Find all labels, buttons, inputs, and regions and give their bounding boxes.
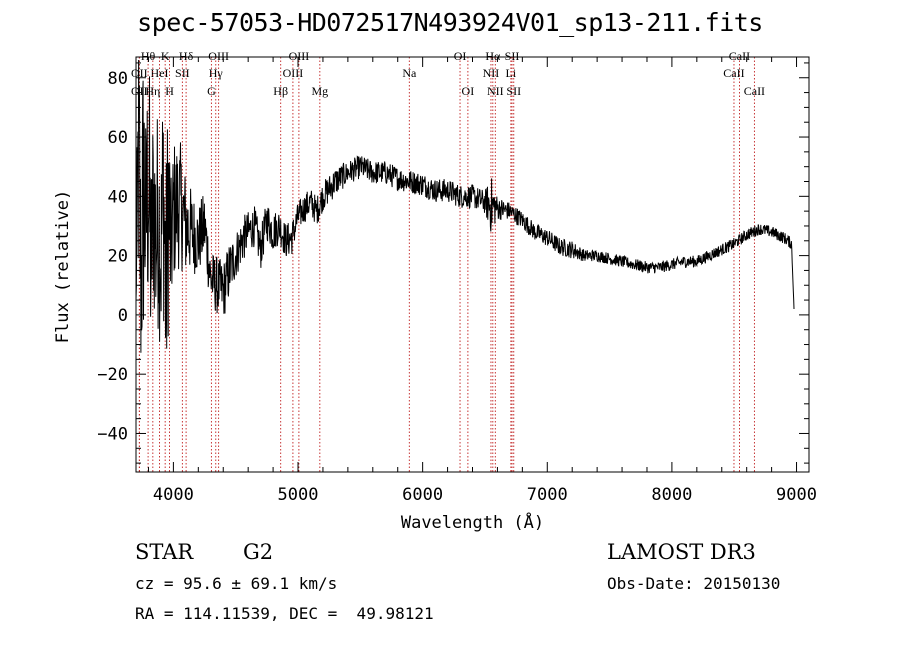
x-tick-label: 4000: [153, 485, 194, 505]
x-axis-label: Wavelength (Å): [401, 511, 544, 533]
line-label-2: Hδ: [179, 49, 194, 63]
line-label-4: OIII: [289, 49, 310, 63]
survey-label: LAMOST DR3: [607, 540, 756, 564]
line-label-21: G: [207, 84, 216, 98]
line-label-26: SII: [506, 84, 521, 98]
chart-title: spec-57053-HD072517N493924V01_sp13-211.f…: [137, 8, 763, 37]
object-subclass: G2: [243, 540, 274, 564]
line-label-11: SII: [175, 66, 190, 80]
line-label-0: Hθ: [141, 49, 156, 63]
x-tick-label: 7000: [527, 485, 568, 505]
obs-date-text: Obs-Date: 20150130: [607, 574, 781, 593]
line-label-25: NII: [487, 84, 504, 98]
line-label-16: Li: [506, 66, 517, 80]
y-tick-label: 80: [108, 69, 128, 89]
x-tick-label: 8000: [651, 485, 692, 505]
line-label-15: NII: [483, 66, 500, 80]
line-label-3: OIII: [208, 49, 229, 63]
line-label-8: CaII: [729, 49, 750, 63]
redshift-text: cz = 95.6 ± 69.1 km/s: [135, 574, 338, 593]
x-tick-label: 5000: [278, 485, 319, 505]
object-class: STAR: [135, 540, 194, 564]
y-tick-label: 40: [108, 187, 128, 207]
y-tick-label: 60: [108, 128, 128, 148]
y-axis-label: Flux (relative): [53, 190, 73, 344]
line-label-12: Hγ: [209, 66, 224, 80]
series-layer: [135, 59, 795, 353]
y-tick-label: −40: [97, 424, 128, 444]
line-label-9: OII: [131, 66, 148, 80]
y-tick-label: 0: [118, 306, 128, 326]
spectrum-line-0: [135, 59, 795, 353]
x-tick-label: 9000: [776, 485, 817, 505]
axes-layer: 4000 5000 6000 7000 8000 9000 −40 −20 0 20 40 60 80 W…: [53, 56, 817, 533]
line-label-7: SII: [505, 49, 520, 63]
y-tick-label: −20: [97, 365, 128, 385]
radec-text: RA = 114.11539, DEC = 49.98121: [135, 604, 434, 623]
line-label-20: H: [165, 84, 174, 98]
line-label-13: OIII: [283, 66, 304, 80]
emission-line-markers: Hθ K Hδ OIII OIII OI Hα SII CaII OII HeI SII Hγ OIII N…: [131, 49, 765, 472]
line-label-5: OI: [454, 49, 467, 63]
line-label-24: OI: [462, 84, 475, 98]
y-tick-label: 20: [108, 247, 128, 267]
line-label-1: K: [161, 49, 170, 63]
line-label-10: HeI: [151, 66, 169, 80]
line-label-19: Hη: [145, 84, 160, 98]
line-label-23: Mg: [311, 84, 328, 98]
line-label-6: Hα: [485, 49, 501, 63]
line-label-22: Hβ: [273, 84, 288, 98]
line-label-27: CaII: [744, 84, 765, 98]
line-label-17: CaII: [723, 66, 744, 80]
x-tick-label: 6000: [402, 485, 443, 505]
line-label-14: Na: [402, 66, 417, 80]
